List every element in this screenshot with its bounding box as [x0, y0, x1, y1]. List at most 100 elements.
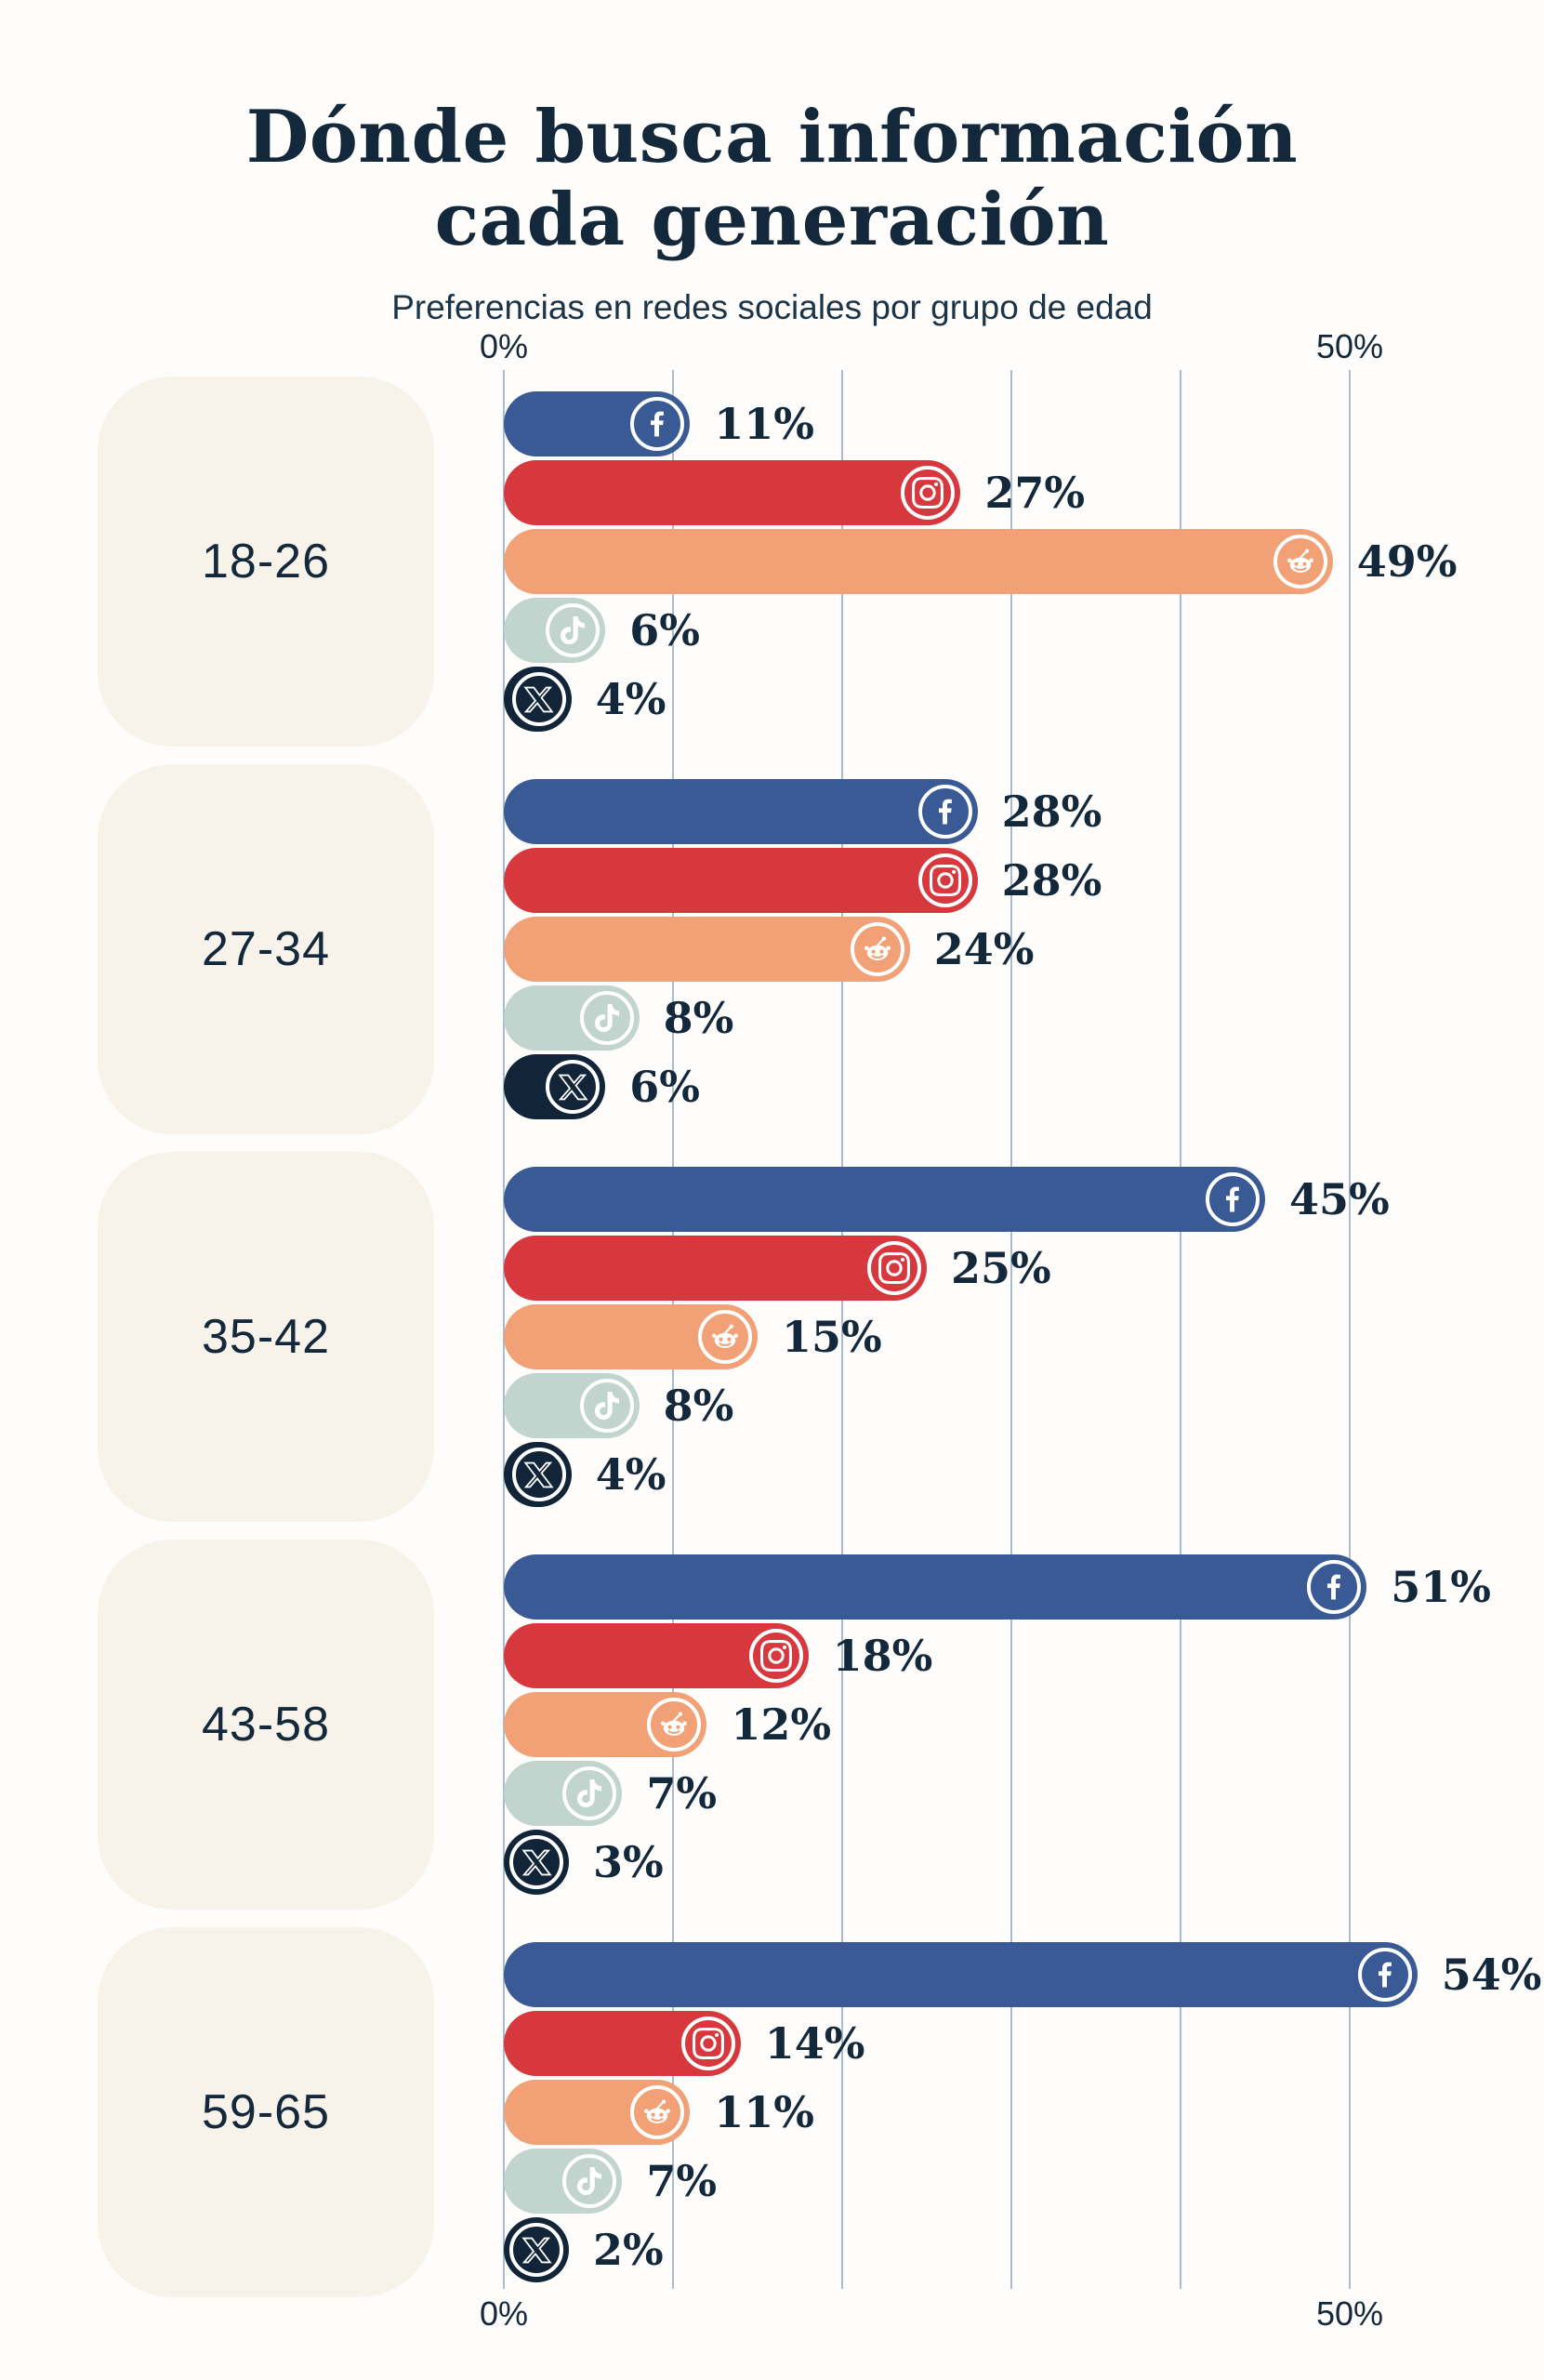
bar-row-x-18-26: 4%: [504, 667, 666, 732]
bar-reddit: [504, 2080, 691, 2145]
bar-instagram: [504, 2011, 741, 2076]
tiktok-icon: [546, 603, 600, 657]
bar-value-label: 27%: [984, 468, 1086, 518]
bar-reddit: [504, 1304, 758, 1369]
bar-tiktok: [504, 2149, 623, 2214]
tiktok-icon: [562, 1766, 617, 1820]
bar-row-reddit-43-58: 12%: [504, 1692, 831, 1757]
x-icon: [511, 1448, 566, 1501]
page-title-line2: cada generación: [434, 178, 1110, 263]
tiktok-icon: [579, 991, 634, 1045]
bar-row-facebook-35-42: 45%: [504, 1167, 1390, 1232]
bar-x: [504, 2217, 569, 2282]
bar-tiktok: [504, 598, 606, 663]
age-group-label: 43-58: [202, 1698, 330, 1752]
bar-row-facebook-43-58: 51%: [504, 1554, 1491, 1620]
bar-value-label: 28%: [1001, 855, 1102, 906]
bar-value-label: 18%: [832, 1631, 933, 1681]
bar-reddit: [504, 1692, 707, 1757]
x-icon: [509, 2223, 563, 2277]
reddit-icon: [630, 2085, 685, 2139]
bar-value-label: 25%: [951, 1243, 1051, 1293]
age-group-label: 27-34: [202, 922, 330, 976]
instagram-icon: [901, 466, 956, 520]
axis-tick-bottom-min: 0%: [479, 2294, 529, 2333]
x-icon: [511, 672, 566, 726]
bar-row-instagram-27-34: 28%: [504, 848, 1102, 913]
bar-value-label: 51%: [1391, 1562, 1491, 1612]
age-group-box-59-65: 59-65: [98, 1927, 434, 2297]
age-group-box-43-58: 43-58: [98, 1540, 434, 1910]
bar-row-x-59-65: 2%: [504, 2217, 664, 2282]
bar-row-reddit-35-42: 15%: [504, 1304, 882, 1369]
facebook-icon: [1307, 1560, 1362, 1614]
bar-row-x-43-58: 3%: [504, 1830, 664, 1895]
bar-value-label: 6%: [629, 605, 700, 655]
reddit-icon: [850, 922, 904, 976]
bar-value-label: 15%: [782, 1312, 882, 1362]
bar-row-reddit-59-65: 11%: [504, 2080, 814, 2145]
age-group-box-18-26: 18-26: [98, 377, 434, 747]
bar-reddit: [504, 917, 910, 982]
bar-facebook: [504, 1167, 1265, 1232]
bar-row-facebook-59-65: 54%: [504, 1942, 1542, 2007]
bar-row-tiktok-35-42: 8%: [504, 1373, 733, 1438]
age-group-label: 59-65: [202, 2085, 330, 2139]
bar-row-tiktok-27-34: 8%: [504, 985, 733, 1051]
age-group-box-27-34: 27-34: [98, 764, 434, 1134]
bar-instagram: [504, 848, 978, 913]
bar-x: [504, 667, 572, 732]
bar-facebook: [504, 391, 691, 456]
page-title-line1: Dónde busca información: [245, 95, 1299, 180]
facebook-icon: [917, 785, 972, 839]
bar-value-label: 2%: [593, 2225, 664, 2275]
bar-value-label: 24%: [933, 924, 1035, 974]
bar-row-instagram-59-65: 14%: [504, 2011, 865, 2076]
facebook-icon: [1357, 1948, 1412, 2002]
instagram-icon: [917, 853, 972, 907]
bar-tiktok: [504, 985, 640, 1051]
reddit-icon: [647, 1698, 702, 1752]
bar-x: [504, 1442, 572, 1507]
bar-value-label: 6%: [629, 1062, 700, 1112]
gridline-50-pct: [1349, 370, 1351, 2289]
bar-row-instagram-43-58: 18%: [504, 1623, 932, 1688]
bar-value-label: 45%: [1289, 1174, 1390, 1224]
bar-value-label: 14%: [764, 2018, 865, 2069]
bar-value-label: 4%: [595, 674, 666, 724]
facebook-icon: [1206, 1172, 1260, 1226]
bar-row-instagram-35-42: 25%: [504, 1236, 1051, 1301]
bar-row-x-27-34: 6%: [504, 1054, 700, 1119]
bar-value-label: 12%: [731, 1699, 832, 1750]
gridline-30-pct: [1010, 370, 1012, 2289]
bar-row-instagram-18-26: 27%: [504, 460, 1085, 525]
bar-row-tiktok-43-58: 7%: [504, 1761, 717, 1826]
bar-value-label: 11%: [714, 2087, 814, 2137]
bar-facebook: [504, 1554, 1367, 1620]
bar-row-x-35-42: 4%: [504, 1442, 666, 1507]
bar-instagram: [504, 1236, 927, 1301]
bar-tiktok: [504, 1761, 623, 1826]
bar-facebook: [504, 779, 978, 844]
x-icon: [546, 1060, 600, 1114]
bar-facebook: [504, 1942, 1418, 2007]
bar-value-label: 8%: [663, 1381, 734, 1431]
bar-tiktok: [504, 1373, 640, 1438]
bar-value-label: 7%: [646, 2156, 718, 2206]
gridline-40-pct: [1180, 370, 1181, 2289]
bar-row-reddit-18-26: 49%: [504, 529, 1458, 594]
reddit-icon: [1273, 535, 1327, 588]
instagram-icon: [867, 1241, 921, 1295]
bar-row-reddit-27-34: 24%: [504, 917, 1035, 982]
bar-value-label: 7%: [646, 1768, 718, 1818]
age-group-label: 18-26: [202, 535, 330, 588]
instagram-icon: [680, 2016, 735, 2070]
bar-instagram: [504, 1623, 809, 1688]
age-group-box-35-42: 35-42: [98, 1152, 434, 1522]
bar-value-label: 3%: [593, 1837, 664, 1887]
bar-reddit: [504, 529, 1333, 594]
x-icon: [509, 1835, 563, 1889]
age-group-label: 35-42: [202, 1310, 330, 1364]
facebook-icon: [630, 397, 685, 451]
